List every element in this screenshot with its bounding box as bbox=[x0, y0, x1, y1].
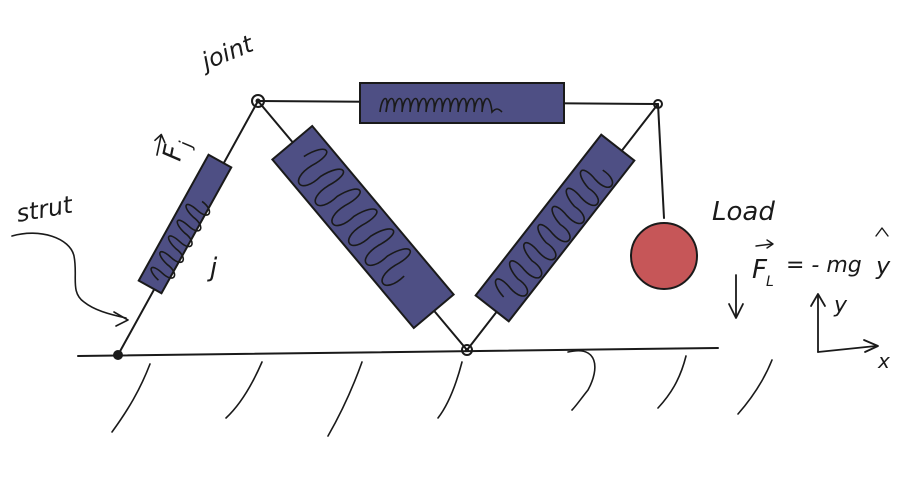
member-j-label: j bbox=[207, 253, 218, 283]
strut-middle-left bbox=[270, 124, 456, 330]
load-mass bbox=[630, 222, 698, 290]
strut-top bbox=[359, 82, 565, 124]
strut-middle-right bbox=[474, 133, 636, 323]
joint-bottom-left bbox=[113, 350, 123, 360]
joint-bottom-middle bbox=[461, 344, 473, 356]
strut-label: strut bbox=[14, 190, 76, 228]
load-force-arrow bbox=[728, 274, 744, 319]
load-force-equation: F L = - mg y bbox=[752, 227, 891, 290]
force-j-label: F j bbox=[154, 133, 197, 163]
strut-left bbox=[137, 153, 233, 295]
ground bbox=[77, 347, 773, 437]
joints bbox=[113, 94, 663, 360]
svg-text:L: L bbox=[766, 274, 774, 290]
strut-pointer-arrow bbox=[11, 232, 129, 327]
joint-top-right bbox=[653, 99, 663, 109]
svg-text:y: y bbox=[875, 252, 891, 280]
axis-y-label: y bbox=[833, 293, 848, 318]
load-label: Load bbox=[712, 197, 775, 227]
svg-text:= - mg: = - mg bbox=[786, 253, 862, 278]
joint-label: joint bbox=[195, 29, 259, 76]
svg-text:F: F bbox=[752, 255, 768, 285]
axis-x-label: x bbox=[877, 349, 890, 373]
coordinate-axes: y x bbox=[810, 293, 890, 373]
joint-top-left bbox=[251, 94, 265, 108]
